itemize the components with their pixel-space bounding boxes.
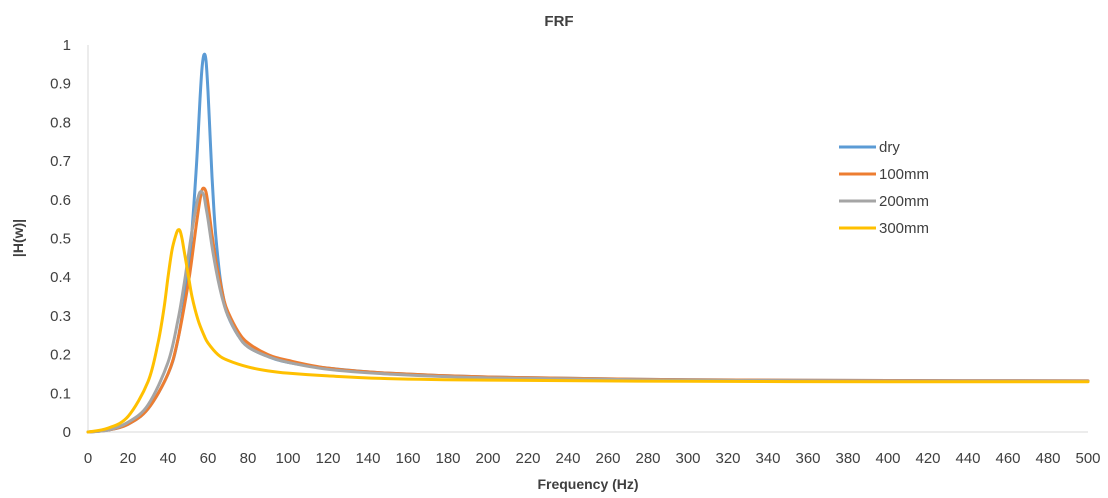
y-tick-label: 1 (63, 37, 71, 54)
y-axis-label: |H(w)| (10, 219, 26, 257)
x-tick-label: 500 (1075, 450, 1100, 467)
x-tick-label: 200 (475, 450, 500, 467)
x-tick-label: 460 (995, 450, 1020, 467)
y-tick-label: 0.5 (50, 231, 71, 248)
y-tick-label: 0.9 (50, 76, 71, 93)
x-tick-label: 320 (715, 450, 740, 467)
series-line-100mm (86, 186, 1090, 434)
x-tick-label: 440 (955, 450, 980, 467)
x-tick-label: 0 (84, 450, 92, 467)
x-tick-label: 180 (435, 450, 460, 467)
x-tick-label: 300 (675, 450, 700, 467)
y-tick-label: 0 (63, 424, 71, 441)
x-tick-label: 140 (355, 450, 380, 467)
legend-label-300mm: 300mm (879, 220, 929, 237)
series-group (86, 52, 1090, 434)
x-tick-label: 220 (515, 450, 540, 467)
y-tick-label: 0.7 (50, 153, 71, 170)
x-tick-label: 260 (595, 450, 620, 467)
series-line-300mm (86, 228, 1090, 434)
x-tick-label: 240 (555, 450, 580, 467)
y-tick-label: 0.4 (50, 269, 71, 286)
x-tick-label: 100 (275, 450, 300, 467)
legend-label-100mm: 100mm (879, 166, 929, 183)
y-tick-label: 0.3 (50, 308, 71, 325)
x-tick-label: 20 (120, 450, 137, 467)
legend-label-200mm: 200mm (879, 193, 929, 210)
x-tick-label: 80 (240, 450, 257, 467)
y-tick-label: 0.2 (50, 347, 71, 364)
series-line-200mm (86, 189, 1090, 434)
chart-title: FRF (544, 13, 573, 30)
x-axis-label: Frequency (Hz) (537, 476, 638, 492)
x-tick-label: 60 (200, 450, 217, 467)
y-tick-label: 0.8 (50, 114, 71, 131)
x-tick-label: 120 (315, 450, 340, 467)
legend-label-dry: dry (879, 139, 900, 156)
x-tick-label: 340 (755, 450, 780, 467)
x-tick-label: 40 (160, 450, 177, 467)
axes: 0 0.1 0.2 0.3 0.4 0.5 0.6 0.7 0.8 0.9 1 0 20 40 60 80 10… (50, 37, 1100, 467)
x-tick-label: 380 (835, 450, 860, 467)
x-tick-label: 360 (795, 450, 820, 467)
series-line-dry (86, 52, 1090, 434)
x-tick-label: 160 (395, 450, 420, 467)
legend: dry 100mm 200mm 300mm (839, 139, 929, 237)
y-tick-label: 0.6 (50, 192, 71, 209)
x-tick-label: 280 (635, 450, 660, 467)
x-tick-label: 400 (875, 450, 900, 467)
x-tick-label: 420 (915, 450, 940, 467)
x-tick-label: 480 (1035, 450, 1060, 467)
y-tick-label: 0.1 (50, 385, 71, 402)
